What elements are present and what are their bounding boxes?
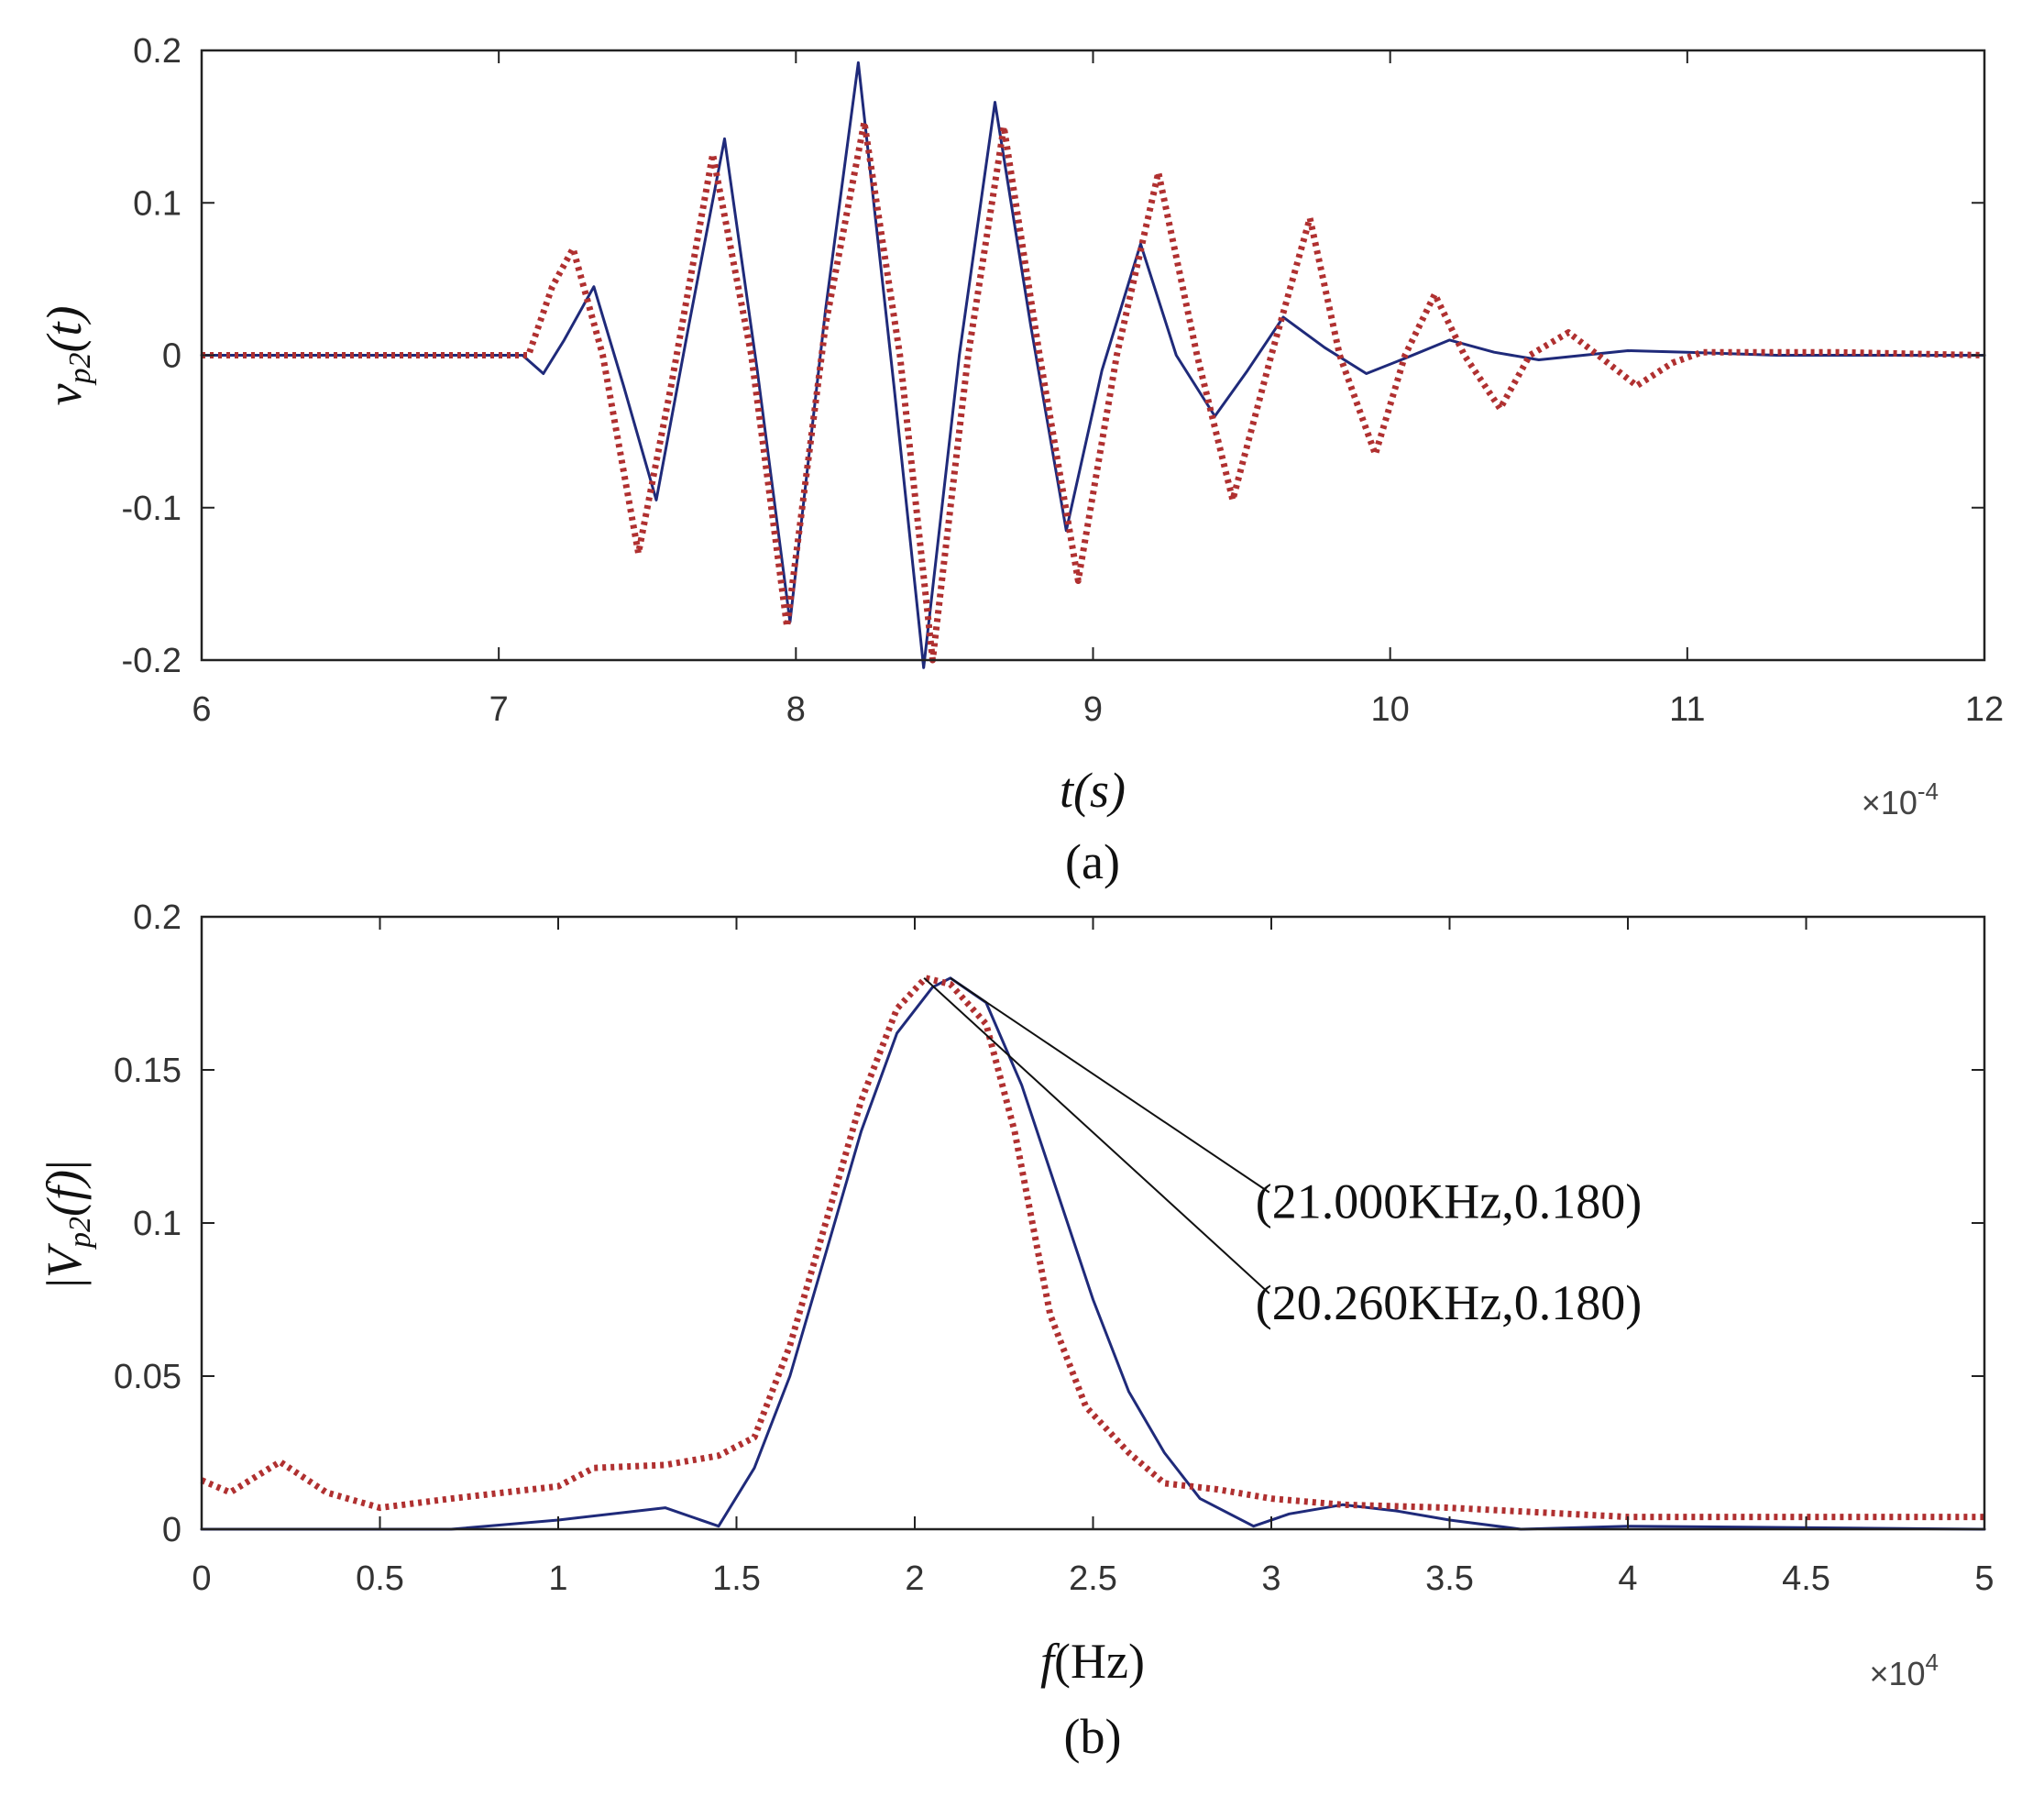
panel-b-x-multiplier-exp: 4 xyxy=(1926,1648,1939,1676)
panel-a-series-layer xyxy=(200,61,1986,669)
panel-b-series-layer xyxy=(200,975,1986,1531)
panel-a-y-tick-label: 0.1 xyxy=(133,184,181,223)
panel-a-caption: (a) xyxy=(1065,834,1120,889)
panel-b-x-tick-label: 3 xyxy=(1261,1559,1280,1598)
panel-b-x-tick-label: 4.5 xyxy=(1782,1559,1830,1598)
panel-b: 0 0.5 1 1.5 2 2.5 3 3.5 4 4.5 5 0 0.05 0.1 0.15 0.2 (21… xyxy=(37,898,1995,1764)
panel-b-x-tick-label: 1.5 xyxy=(712,1559,761,1598)
panel-a-y-axis-label-base: v xyxy=(37,383,92,405)
panel-b-x-tick-label: 5 xyxy=(1974,1559,1994,1598)
panel-b-x-tick-label: 2 xyxy=(905,1559,924,1598)
panel-a-x-tick-label: 12 xyxy=(1965,690,2004,729)
annotation-1-leader-line xyxy=(950,976,1270,1194)
panel-a-y-tick-label: 0 xyxy=(162,337,181,376)
panel-b-y-axis-label-sub: p2 xyxy=(63,1217,97,1250)
panel-b-y-tick-label: 0.1 xyxy=(133,1205,181,1243)
panel-b-x-tick-label: 1 xyxy=(548,1559,567,1598)
panel-a-y-tick-label: 0.2 xyxy=(133,32,181,71)
panel-a-x-tick-label: 7 xyxy=(489,690,509,729)
panel-b-series-solid-blue-line xyxy=(200,976,1986,1531)
panel-b-x-axis-label: f(Hz) xyxy=(1040,1634,1145,1689)
panel-a-y-axis-label: vp2(t) xyxy=(37,306,97,406)
panel-a-x-tick-label: 9 xyxy=(1083,690,1103,729)
panel-a-x-tick-label: 6 xyxy=(192,690,211,729)
panel-b-series-dotted-red-line xyxy=(200,975,1984,1521)
panel-a-x-multiplier-base: ×10 xyxy=(1862,784,1918,821)
panel-a-series-solid-blue-line xyxy=(200,61,1986,669)
panel-b-y-axis-label: |Vp2(f)| xyxy=(37,1160,97,1288)
panel-a-x-multiplier: ×10-4 xyxy=(1862,777,1939,821)
panel-a-x-axis-label-text: t(s) xyxy=(1060,763,1126,818)
panel-a-series-dotted-red-line xyxy=(202,118,1985,664)
panel-a-y-tick-label: -0.1 xyxy=(122,490,181,528)
panel-a: 6 7 8 9 10 11 12 -0.2 -0.1 0 0.1 0.2 t(s) ×10-4 vp2… xyxy=(37,32,2004,889)
panel-b-y-axis-label-bar-right: | xyxy=(37,1160,92,1170)
panel-b-y-tick-label: 0.2 xyxy=(133,898,181,937)
panel-b-x-multiplier: ×104 xyxy=(1869,1648,1939,1692)
panel-a-x-tick-label: 8 xyxy=(786,690,806,729)
panel-b-x-tick-label: 0.5 xyxy=(356,1559,404,1598)
panel-b-y-tick-label: 0 xyxy=(162,1511,181,1549)
annotation-1-label: (21.000KHz,0.180) xyxy=(1256,1174,1642,1229)
panel-b-axes-ticks: 0 0.5 1 1.5 2 2.5 3 3.5 4 4.5 5 0 0.05 0.1 0.15 0.2 xyxy=(114,898,1995,1598)
panel-b-x-axis-label-rest: (Hz) xyxy=(1054,1634,1145,1689)
panel-a-x-tick-label: 11 xyxy=(1669,690,1705,729)
panel-b-y-axis-label-base: V xyxy=(37,1242,92,1278)
panel-a-y-tick-label: -0.2 xyxy=(122,642,181,680)
panel-b-y-tick-label: 0.15 xyxy=(114,1052,181,1090)
panel-a-axes-ticks: 6 7 8 9 10 11 12 -0.2 -0.1 0 0.1 0.2 xyxy=(122,32,2005,729)
annotation-2-leader-line xyxy=(923,977,1270,1295)
panel-b-caption: (b) xyxy=(1064,1709,1122,1764)
panel-b-x-tick-label: 3.5 xyxy=(1425,1559,1474,1598)
panel-b-annotations: (21.000KHz,0.180) (20.260KHz,0.180) xyxy=(923,976,1642,1330)
panel-a-x-tick-label: 10 xyxy=(1371,690,1410,729)
panel-b-x-tick-label: 2.5 xyxy=(1069,1559,1117,1598)
panel-b-plot-frame xyxy=(200,915,1986,1531)
panel-a-x-multiplier-exp: -4 xyxy=(1918,777,1939,805)
panel-b-x-multiplier-base: ×10 xyxy=(1869,1655,1925,1692)
panel-b-x-tick-label: 4 xyxy=(1618,1559,1637,1598)
panel-a-y-axis-label-arg: (t) xyxy=(37,306,92,353)
annotation-2-label: (20.260KHz,0.180) xyxy=(1256,1275,1642,1330)
panel-b-y-tick-label: 0.05 xyxy=(114,1358,181,1396)
panel-b-x-tick-label: 0 xyxy=(192,1559,211,1598)
panel-b-y-axis-label-bar-left: | xyxy=(37,1278,92,1288)
panel-b-y-axis-label-arg: (f) xyxy=(37,1170,92,1217)
panel-a-x-axis-label: t(s) xyxy=(1060,763,1126,818)
panel-a-y-axis-label-sub: p2 xyxy=(63,353,97,386)
